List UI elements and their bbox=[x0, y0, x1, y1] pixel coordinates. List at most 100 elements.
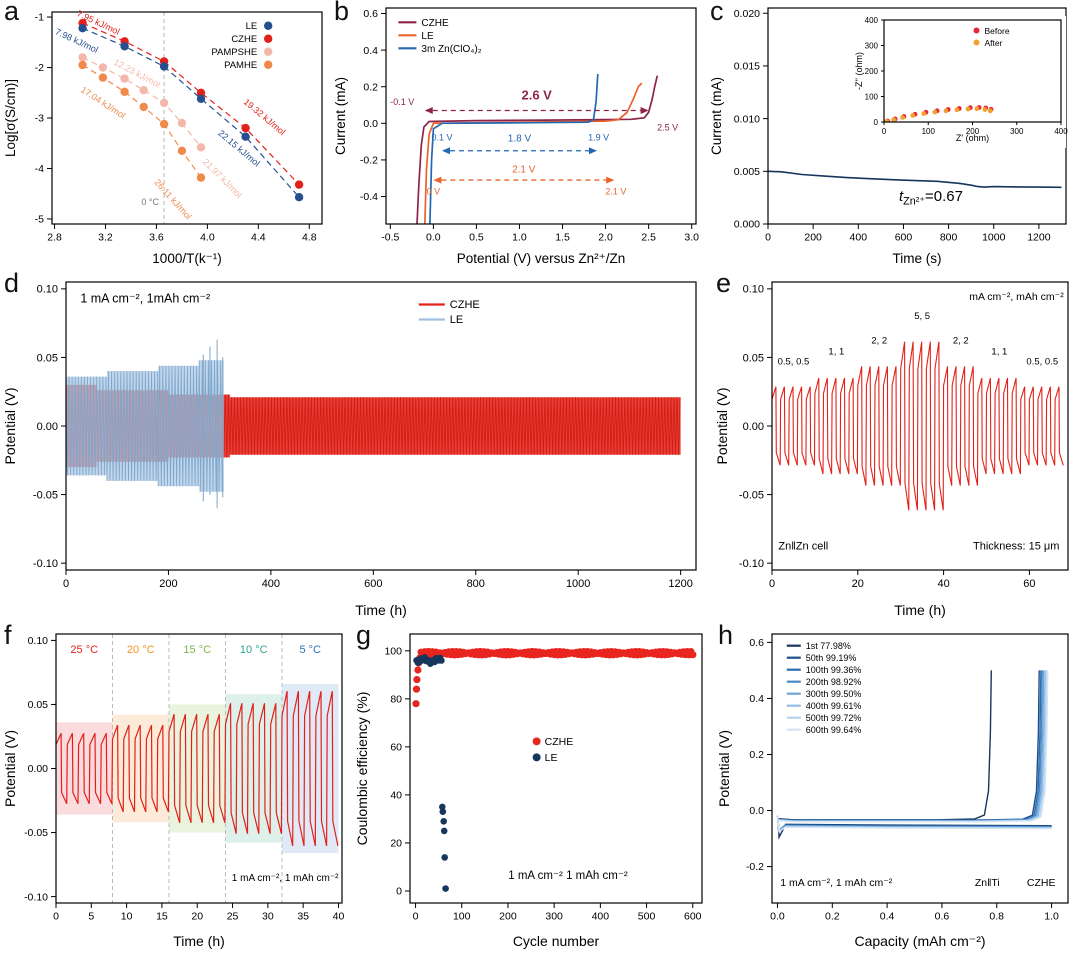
svg-text:1200: 1200 bbox=[1027, 232, 1051, 244]
svg-text:600: 600 bbox=[364, 578, 382, 590]
svg-text:0: 0 bbox=[396, 886, 402, 898]
svg-text:PAMPSHE: PAMPSHE bbox=[211, 47, 257, 58]
panel-e: e 0 20 40 60 -0.10 -0.05 0.00 0.05 0.10 Time (h) P… bbox=[712, 268, 1080, 622]
panel-e-label: e bbox=[716, 268, 732, 298]
svg-text:Zn‖Zn cell: Zn‖Zn cell bbox=[778, 540, 828, 552]
svg-text:2.5: 2.5 bbox=[641, 232, 656, 244]
svg-text:1000/T(k⁻¹): 1000/T(k⁻¹) bbox=[152, 251, 221, 266]
svg-text:0.05: 0.05 bbox=[37, 352, 58, 364]
svg-text:2.8: 2.8 bbox=[47, 232, 62, 244]
svg-text:25: 25 bbox=[227, 911, 239, 923]
svg-text:0.5, 0.5: 0.5, 0.5 bbox=[1026, 356, 1058, 367]
svg-text:1.9 V: 1.9 V bbox=[588, 133, 609, 143]
svg-text:400: 400 bbox=[1054, 127, 1068, 136]
svg-text:1200: 1200 bbox=[668, 578, 692, 590]
svg-text:0.4: 0.4 bbox=[749, 693, 764, 705]
svg-text:5: 5 bbox=[88, 911, 94, 923]
svg-text:3m Zn(ClO₄)₂: 3m Zn(ClO₄)₂ bbox=[421, 44, 481, 55]
svg-text:-Z'' (ohm): -Z'' (ohm) bbox=[854, 52, 864, 90]
svg-text:-0.10: -0.10 bbox=[33, 558, 58, 570]
svg-text:Capacity (mAh cm⁻²): Capacity (mAh cm⁻²) bbox=[854, 933, 985, 949]
svg-text:0.10: 0.10 bbox=[743, 284, 764, 296]
svg-text:600: 600 bbox=[684, 911, 702, 923]
svg-text:Log[σ(S/cm)]: Log[σ(S/cm)] bbox=[3, 79, 18, 157]
svg-text:0.00: 0.00 bbox=[28, 763, 49, 775]
panel-h-chart: 0.0 0.2 0.4 0.6 0.8 1.0 -0.2 0.0 0.2 0.4 0.6 Capaci… bbox=[716, 633, 1069, 949]
svg-text:10 °C: 10 °C bbox=[240, 644, 268, 656]
svg-text:-2: -2 bbox=[35, 62, 44, 74]
svg-text:1 mA cm⁻², 1 mAh cm⁻²: 1 mA cm⁻², 1 mAh cm⁻² bbox=[232, 873, 339, 884]
svg-text:0: 0 bbox=[63, 578, 69, 590]
svg-text:200: 200 bbox=[499, 911, 517, 923]
svg-text:200: 200 bbox=[966, 127, 980, 136]
svg-text:300: 300 bbox=[1010, 127, 1024, 136]
svg-text:-0.10: -0.10 bbox=[739, 558, 764, 570]
svg-text:Time (s): Time (s) bbox=[893, 251, 942, 266]
svg-text:50th 99.19%: 50th 99.19% bbox=[806, 653, 857, 663]
svg-text:0.6: 0.6 bbox=[935, 911, 950, 923]
svg-text:Z' (ohm): Z' (ohm) bbox=[956, 133, 989, 143]
svg-text:60: 60 bbox=[1023, 578, 1035, 590]
svg-text:0.0: 0.0 bbox=[363, 118, 378, 130]
svg-text:1, 1: 1, 1 bbox=[991, 347, 1007, 358]
svg-text:1.8 V: 1.8 V bbox=[508, 134, 532, 145]
svg-text:1.0: 1.0 bbox=[1044, 911, 1059, 923]
svg-text:0.8: 0.8 bbox=[989, 911, 1004, 923]
panel-c: c 0 200 400 600 800 1000 1200 0.000 0.005 0.010 0.… bbox=[706, 0, 1080, 270]
svg-text:25 °C: 25 °C bbox=[70, 644, 98, 656]
svg-text:19.32 kJ/mol: 19.32 kJ/mol bbox=[242, 97, 288, 137]
svg-text:0.05: 0.05 bbox=[743, 352, 764, 364]
svg-text:0: 0 bbox=[882, 127, 887, 136]
svg-text:100: 100 bbox=[865, 92, 879, 101]
svg-text:4.4: 4.4 bbox=[251, 232, 266, 244]
svg-text:12.23 kJ/mol: 12.23 kJ/mol bbox=[112, 57, 162, 90]
svg-text:-0.2: -0.2 bbox=[746, 861, 764, 873]
svg-text:300: 300 bbox=[865, 41, 879, 50]
svg-text:2.1 V: 2.1 V bbox=[605, 187, 626, 197]
svg-text:Time (h): Time (h) bbox=[894, 602, 946, 618]
svg-text:0 °C: 0 °C bbox=[141, 197, 159, 207]
svg-text:10: 10 bbox=[121, 911, 133, 923]
panel-h-label: h bbox=[718, 620, 734, 650]
svg-text:0.05: 0.05 bbox=[28, 699, 49, 711]
panel-f-chart: 0 5 10 15 20 25 30 35 40 0.10 0.05 0.00 -0.05 -0.10 Ti… bbox=[2, 633, 344, 949]
svg-text:Potential (V): Potential (V) bbox=[2, 387, 18, 464]
svg-text:-0.10: -0.10 bbox=[24, 891, 48, 903]
svg-text:30: 30 bbox=[262, 911, 274, 923]
svg-text:400: 400 bbox=[592, 911, 610, 923]
svg-text:300: 300 bbox=[545, 911, 563, 923]
svg-text:CZHE: CZHE bbox=[450, 299, 480, 311]
svg-text:-0.1 V: -0.1 V bbox=[390, 97, 414, 107]
panel-e-chart: 0 20 40 60 -0.10 -0.05 0.00 0.05 0.10 Time (h) Pot… bbox=[714, 281, 1069, 618]
svg-text:0.000: 0.000 bbox=[734, 219, 760, 231]
svg-text:17.04 kJ/mol: 17.04 kJ/mol bbox=[79, 85, 127, 121]
svg-text:0.00: 0.00 bbox=[743, 421, 764, 433]
panel-a-label: a bbox=[4, 0, 20, 26]
svg-text:Cycle number: Cycle number bbox=[513, 933, 600, 949]
svg-text:1 mA cm⁻², 1 mAh cm⁻²: 1 mA cm⁻², 1 mAh cm⁻² bbox=[780, 877, 893, 889]
svg-text:0.4: 0.4 bbox=[880, 911, 895, 923]
svg-text:0.2: 0.2 bbox=[749, 749, 764, 761]
svg-text:Potential (V): Potential (V) bbox=[2, 730, 18, 807]
svg-text:2.5 V: 2.5 V bbox=[657, 123, 678, 133]
svg-text:1.0: 1.0 bbox=[512, 232, 527, 244]
svg-text:0.6: 0.6 bbox=[749, 637, 764, 649]
svg-text:100: 100 bbox=[922, 127, 936, 136]
svg-text:0.10: 0.10 bbox=[28, 635, 49, 647]
panel-a: a 2.8 3.2 3.6 4.0 4.4 4.8 -5 -4 -3 -2 -1 1000/T(k⁻¹… bbox=[0, 0, 330, 270]
svg-text:22.15 kJ/mol: 22.15 kJ/mol bbox=[216, 128, 262, 168]
svg-text:400: 400 bbox=[850, 232, 868, 244]
svg-text:0.00: 0.00 bbox=[37, 421, 58, 433]
svg-text:100: 100 bbox=[384, 645, 402, 657]
svg-text:tZn²⁺=0.67: tZn²⁺=0.67 bbox=[899, 188, 963, 208]
svg-text:LE: LE bbox=[545, 752, 558, 764]
svg-text:-1: -1 bbox=[35, 12, 44, 24]
svg-text:CZHE: CZHE bbox=[421, 18, 449, 29]
svg-text:0: 0 bbox=[413, 911, 419, 923]
panel-c-label: c bbox=[710, 0, 724, 26]
svg-text:20 °C: 20 °C bbox=[127, 644, 155, 656]
svg-text:LE: LE bbox=[450, 314, 463, 326]
svg-text:-0.5: -0.5 bbox=[381, 232, 399, 244]
svg-text:0.10: 0.10 bbox=[37, 284, 58, 296]
svg-text:0.020: 0.020 bbox=[734, 8, 760, 20]
